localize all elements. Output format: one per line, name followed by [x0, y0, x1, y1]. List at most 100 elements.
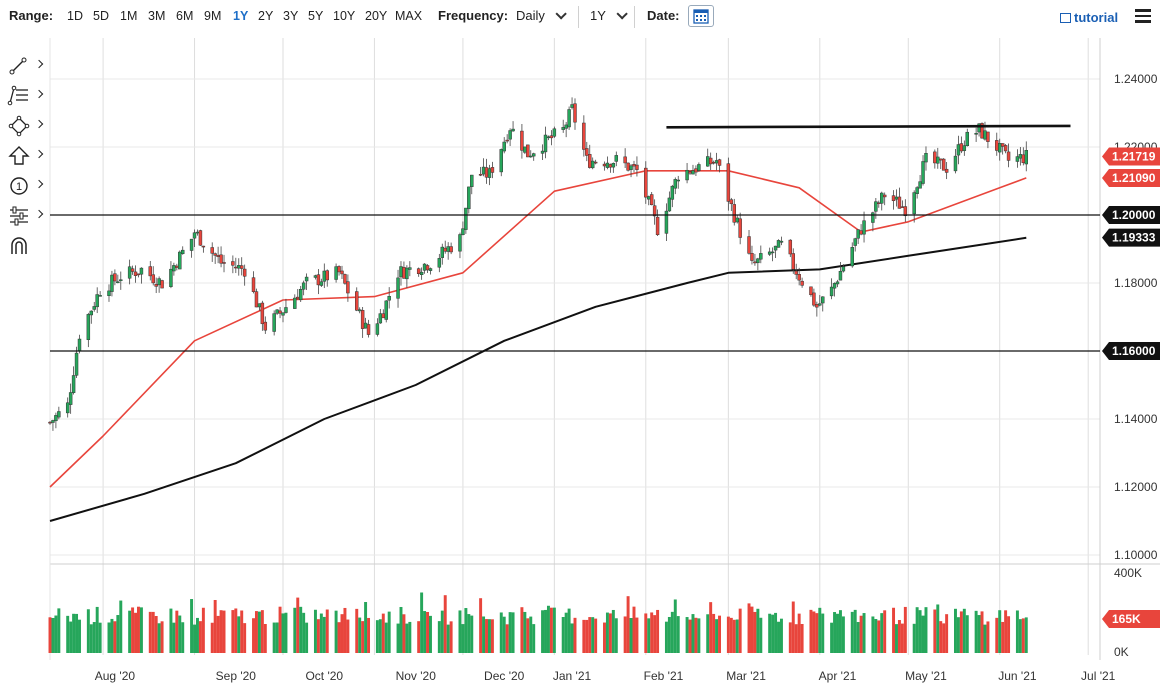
arrow-tool[interactable] — [6, 144, 44, 168]
candle-body — [360, 310, 365, 329]
volume-bar — [544, 609, 547, 653]
volume-bar — [443, 595, 447, 653]
candle-body — [891, 195, 896, 202]
annotation-tool[interactable]: 1 — [6, 174, 44, 198]
candle-body — [939, 158, 943, 161]
candle-body — [378, 313, 383, 324]
magnet-icon — [11, 237, 27, 254]
range-button-5d[interactable]: 5D — [93, 9, 109, 23]
candle-body — [570, 104, 574, 108]
candle-body — [219, 254, 223, 264]
volume-bar — [160, 621, 164, 653]
candle-body — [334, 266, 338, 280]
price-tick-label: 1.10000 — [1114, 548, 1158, 562]
candle-body — [366, 324, 371, 335]
volume-bar — [355, 608, 359, 653]
volume-bar — [821, 613, 825, 653]
candle-body — [213, 253, 217, 256]
candle-body — [983, 130, 987, 140]
volume-bar — [791, 601, 795, 653]
range-button-9m[interactable]: 9M — [204, 9, 222, 23]
volume-bar — [812, 611, 816, 653]
volume-bar — [995, 617, 999, 653]
range-button-1y[interactable]: 1Y — [233, 9, 249, 23]
volume-bar — [75, 613, 79, 653]
range-button-max[interactable]: MAX — [395, 9, 423, 23]
film-icon — [1060, 13, 1071, 23]
range-button-3y[interactable]: 3Y — [283, 9, 299, 23]
volume-bar — [322, 616, 326, 653]
candle-body — [222, 262, 226, 264]
candle-body — [944, 168, 949, 173]
candle-body — [862, 220, 866, 235]
volume-bar — [343, 607, 347, 653]
candle-body — [449, 246, 453, 253]
price-tag: 1.21719 — [1102, 147, 1160, 166]
candle-body — [322, 270, 327, 282]
price-tag: 1.16000 — [1102, 342, 1160, 360]
price-tag-label: 165K — [1112, 612, 1141, 626]
volume-layer — [48, 592, 1028, 653]
volume-bar — [485, 619, 488, 653]
candle-body — [543, 134, 548, 153]
shapes-tool[interactable] — [6, 114, 44, 138]
period-dropdown[interactable]: 1Y — [590, 8, 628, 23]
range-button-20y[interactable]: 20Y — [365, 9, 388, 23]
volume-bar — [198, 621, 202, 653]
candle-body — [900, 206, 905, 208]
candle-body — [92, 306, 96, 310]
candle-body — [272, 313, 276, 332]
candle-body — [278, 310, 282, 314]
measure-tool[interactable] — [6, 204, 44, 228]
frequency-dropdown[interactable]: Daily — [516, 8, 567, 23]
candle-body — [812, 292, 816, 306]
candle-body — [685, 169, 689, 181]
volume-bar — [487, 619, 491, 653]
volume-bar — [378, 619, 382, 653]
date-tick-label: Dec '20 — [484, 669, 525, 683]
candle-body — [68, 392, 73, 405]
candle-body — [505, 139, 509, 142]
calendar-button[interactable] — [688, 5, 714, 27]
candle-body — [275, 309, 279, 314]
range-button-5y[interactable]: 5Y — [308, 9, 324, 23]
hamburger-menu-button[interactable] — [1135, 9, 1151, 23]
candle-body — [443, 247, 447, 252]
volume-bar — [293, 607, 297, 653]
candle-body — [912, 192, 916, 215]
tutorial-link[interactable]: tutorial — [1060, 10, 1118, 25]
candle-body — [688, 171, 692, 174]
price-tick-label: 1.12000 — [1114, 480, 1158, 494]
volume-bar — [983, 624, 987, 653]
range-button-1m[interactable]: 1M — [120, 9, 138, 23]
fibonacci-tool[interactable] — [6, 84, 44, 108]
candle-body — [726, 163, 731, 202]
range-button-1d[interactable]: 1D — [67, 9, 83, 23]
volume-bar — [632, 606, 636, 653]
volume-bar — [157, 623, 161, 653]
volume-bar — [526, 618, 530, 653]
range-button-3m[interactable]: 3M — [148, 9, 166, 23]
volume-bar — [511, 612, 515, 653]
range-button-10y[interactable]: 10Y — [333, 9, 356, 23]
volume-bar — [759, 617, 763, 653]
magnet-tool[interactable] — [6, 234, 42, 258]
volume-bar — [676, 616, 680, 653]
candle-body — [644, 167, 648, 198]
trendline-tool[interactable] — [6, 54, 44, 78]
volume-bar — [897, 620, 901, 653]
candle-body — [281, 312, 285, 316]
arrow-up-icon — [8, 146, 30, 165]
volume-bar — [546, 605, 550, 653]
range-button-6m[interactable]: 6M — [176, 9, 194, 23]
candle-body — [924, 153, 928, 163]
candle-body — [428, 268, 433, 271]
volume-bar — [402, 614, 406, 653]
volume-bar — [653, 615, 657, 653]
volume-bar — [272, 622, 276, 653]
volume-bar — [367, 617, 371, 653]
candle-body — [319, 281, 324, 286]
candle-body — [520, 130, 524, 151]
range-button-2y[interactable]: 2Y — [258, 9, 274, 23]
chevron-right-icon — [34, 119, 44, 129]
